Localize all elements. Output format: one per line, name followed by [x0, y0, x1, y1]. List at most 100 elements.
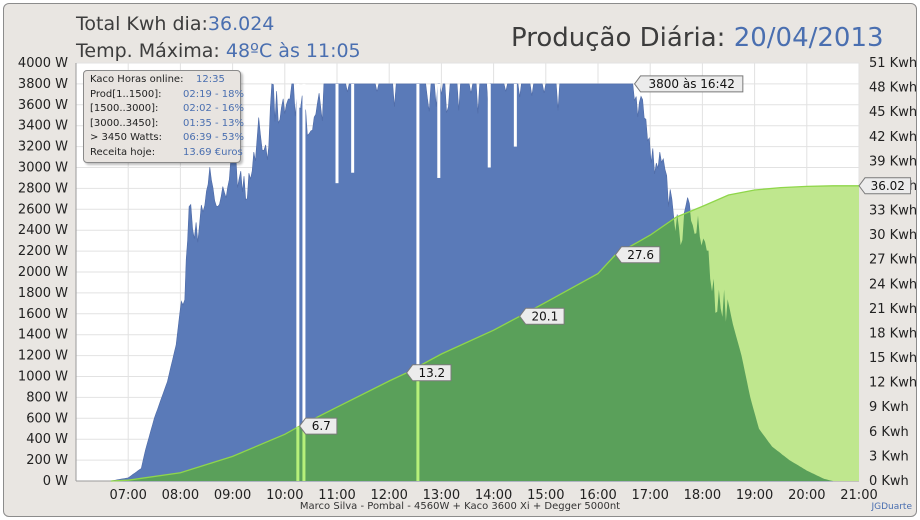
x-axis-tick-label: 08:00 [162, 488, 199, 503]
annotation-label: 20.1 [532, 309, 559, 323]
power-dip [296, 83, 300, 482]
stats-row-value: 02:19 - 18% [183, 88, 245, 100]
max-temperature-value: 48ºC às 11:05 [225, 40, 361, 62]
stats-row-label: > 3450 Watts: [90, 132, 162, 144]
max-temperature-label: Temp. Máxima: 48ºC às 11:05 [76, 40, 361, 62]
annotation-callout: 36.02 [858, 177, 911, 195]
left-axis-tick-label: 3000 W [18, 161, 68, 176]
chart-title: Produção Diária: 20/04/2013 [511, 23, 884, 53]
stats-row-value: 13.69 €uros [183, 147, 243, 158]
x-axis-tick-label: 19:00 [736, 488, 773, 503]
left-axis-tick-label: 800 W [26, 390, 68, 405]
chart-frame: Total Kwh dia:36.024 Temp. Máxima: 48ºC … [3, 3, 917, 517]
right-axis-tick-label: 12 Kwh [869, 376, 916, 391]
left-axis-tick-label: 3600 W [18, 98, 68, 113]
x-axis-tick-label: 07:00 [109, 488, 146, 503]
stats-row-label: Prod[1..1500]: [90, 88, 162, 100]
right-axis-tick-label: 45 Kwh [869, 105, 916, 120]
footer-caption: Marco Silva - Pombal - 4560W + Kaco 3600… [299, 501, 621, 512]
right-axis-tick-label: 0 Kwh [869, 474, 909, 489]
annotation-callout: 3800 às 16:42 [633, 75, 744, 93]
stats-row: [3000..3450]: 01:35 - 13% [90, 117, 244, 131]
right-axis-tick-label: 21 Kwh [869, 302, 916, 317]
stats-row: [1500..3000]: 02:02 - 16% [90, 102, 244, 116]
annotation-box [633, 75, 744, 93]
power-dip [302, 83, 306, 482]
stats-row-value: 12:35 [196, 74, 225, 85]
x-axis-tick-label: 11:00 [318, 488, 355, 503]
total-kwh-value: 36.024 [207, 13, 275, 35]
total-kwh-text: Total Kwh dia: [76, 13, 208, 35]
left-axis-tick-label: 600 W [26, 411, 68, 426]
chart-areas [110, 83, 860, 482]
x-axis-tick-label: 15:00 [527, 488, 564, 503]
annotation-label: 6.7 [312, 419, 331, 433]
annotation-box [858, 177, 911, 195]
x-axis-tick-label: 10:00 [266, 488, 303, 503]
left-axis-tick-label: 2000 W [18, 265, 68, 280]
right-axis-tick-label: 27 Kwh [869, 253, 916, 268]
annotation-box [614, 246, 661, 264]
left-axis-tick-label: 2600 W [18, 202, 68, 217]
stats-row-label: Kaco Horas online: [90, 74, 184, 85]
x-axis-tick-label: 17:00 [631, 488, 668, 503]
energy-gap-marker [296, 427, 300, 481]
stats-row: Receita hoje: 13.69 €uros [90, 146, 243, 160]
power-dip [335, 83, 339, 184]
right-axis-tick-label: 39 Kwh [869, 154, 916, 169]
right-axis-tick-label: 24 Kwh [869, 277, 916, 292]
annotation-label: 3800 às 16:42 [649, 77, 735, 91]
annotation-box [298, 417, 338, 435]
left-axis-tick-label: 1000 W [18, 370, 68, 385]
x-axis-ticks: 07:00 08:00 09:00 10:00 11:00 12:00 13:00 14:00… [109, 488, 877, 503]
energy-area-dark [110, 185, 833, 481]
stats-row: > 3450 Watts: 06:39 - 53% [90, 131, 244, 145]
annotation-box [519, 307, 565, 325]
annotation-box [405, 364, 452, 382]
right-axis-tick-label: 48 Kwh [869, 81, 916, 96]
annotation-label: 27.6 [627, 248, 654, 262]
right-axis-tick-label: 51 Kwh [869, 56, 916, 71]
x-axis-tick-label: 12:00 [370, 488, 407, 503]
power-dip [351, 83, 355, 173]
x-axis-tick-label: 18:00 [684, 488, 721, 503]
annotation-callout: 6.7 [298, 417, 338, 435]
stats-box: Kaco Horas online: 12:35 Prod[1..1500]: 02:… [83, 70, 244, 163]
x-axis-tick-label: 21:00 [840, 488, 877, 503]
stats-row-label: [1500..3000]: [90, 103, 159, 115]
power-dip [513, 83, 517, 147]
annotation-callout: 13.2 [405, 364, 452, 382]
stats-row-label: Receita hoje: [90, 147, 156, 158]
left-axis-tick-label: 4000 W [18, 56, 68, 71]
left-axis-tick-label: 2800 W [18, 181, 68, 196]
right-axis-ticks: 0 Kwh 3 Kwh 6 Kwh 9 Kwh 12 Kwh 15 Kwh 18 Kwh 21… [869, 56, 916, 489]
footer-credit: JGDuarte [871, 502, 912, 512]
right-axis-tick-label: 33 Kwh [869, 204, 916, 219]
left-axis-tick-label: 1400 W [18, 328, 68, 343]
left-axis-tick-label: 3800 W [18, 77, 68, 92]
right-axis-tick-label: 30 Kwh [869, 228, 916, 243]
chart-annotations: 6.7 13.2 20.1 27.6 3800 às 16:42 36.02 [298, 75, 911, 435]
left-axis-tick-label: 1800 W [18, 286, 68, 301]
left-axis-tick-label: 0 W [43, 474, 68, 489]
x-axis-tick-label: 20:00 [788, 488, 825, 503]
stats-row: Kaco Horas online: 12:35 [90, 73, 225, 87]
right-axis-tick-label: 9 Kwh [869, 400, 909, 415]
annotation-callout: 27.6 [614, 246, 661, 264]
right-axis-tick-label: 6 Kwh [869, 425, 909, 440]
right-axis-tick-label: 42 Kwh [869, 130, 916, 145]
energy-gap-marker [416, 366, 420, 481]
right-axis-tick-label: 18 Kwh [869, 326, 916, 341]
chart-title-date: 20/04/2013 [733, 23, 884, 53]
chart-title-text: Produção Diária: [511, 23, 726, 53]
energy-gap-marker [302, 423, 306, 481]
power-dip [437, 83, 441, 178]
stats-row: Prod[1..1500]: 02:19 - 18% [90, 88, 244, 102]
x-axis-tick-label: 13:00 [423, 488, 460, 503]
total-kwh-label: Total Kwh dia:36.024 [76, 13, 274, 35]
stats-row-value: 06:39 - 53% [183, 132, 245, 144]
right-axis-tick-label: 3 Kwh [869, 449, 909, 464]
left-axis-tick-label: 1600 W [18, 307, 68, 322]
annotation-callout: 20.1 [519, 307, 565, 325]
left-axis-tick-label: 3200 W [18, 140, 68, 155]
